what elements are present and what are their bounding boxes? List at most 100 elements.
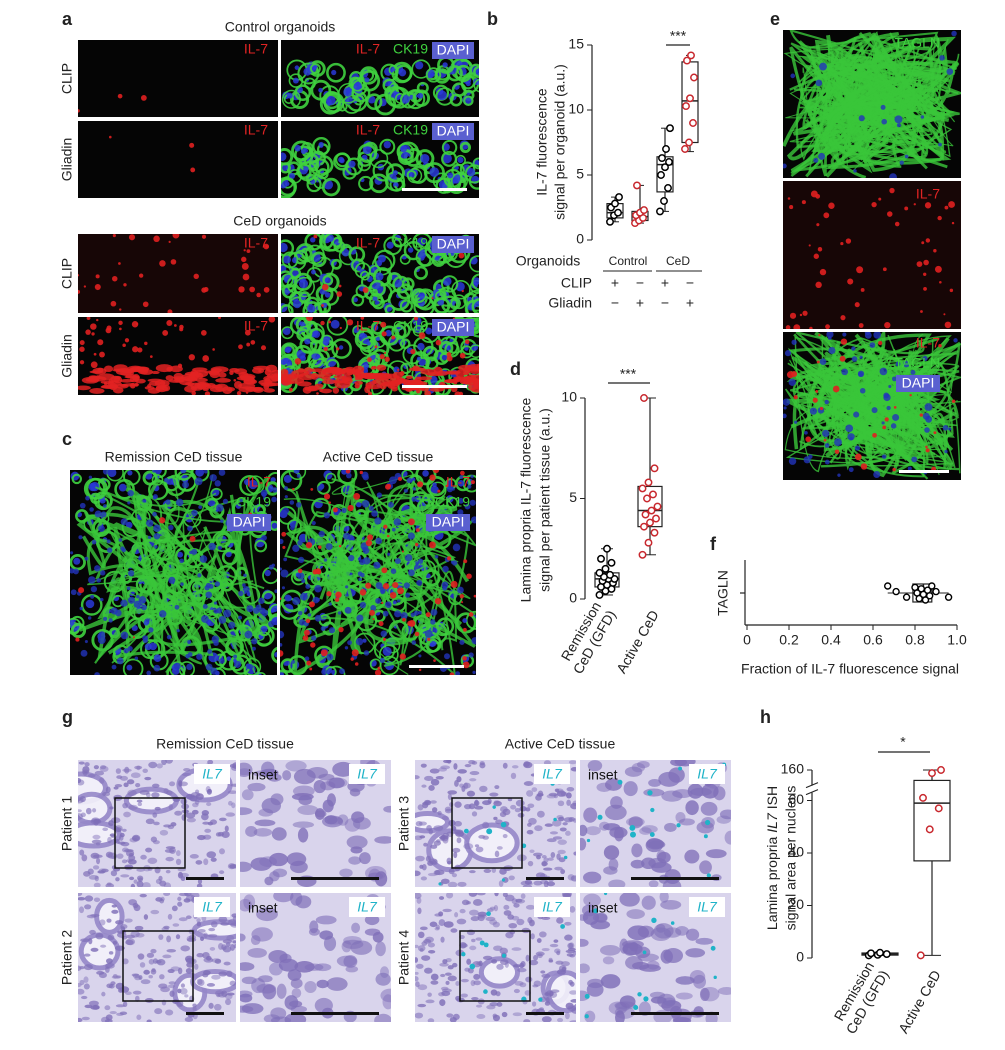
nucleus	[359, 852, 371, 865]
il7-spot	[335, 591, 342, 598]
nucleus	[469, 945, 477, 951]
nucleus	[99, 777, 105, 784]
nucleus	[271, 563, 275, 567]
il7-spot	[305, 618, 311, 624]
nucleus	[573, 851, 576, 856]
nucleus	[95, 932, 104, 940]
nucleus	[871, 407, 878, 414]
il7-band	[218, 372, 227, 378]
cell-nucleus	[425, 327, 433, 335]
label-il7: IL-7	[916, 335, 940, 351]
nucleus	[454, 912, 459, 918]
nucleus	[854, 445, 861, 451]
il7-spot	[170, 259, 177, 265]
il7-band	[360, 372, 378, 380]
nucleus	[97, 636, 106, 645]
nucleus	[322, 815, 344, 828]
nucleus	[493, 816, 498, 821]
nucleus	[111, 909, 119, 914]
cell-membrane	[256, 672, 266, 675]
nucleus	[184, 994, 189, 998]
nucleus	[147, 857, 158, 864]
nucleus	[942, 425, 949, 431]
nucleus	[543, 867, 553, 871]
nucleus	[165, 846, 176, 850]
cell-nucleus	[284, 181, 290, 187]
cell-nucleus	[341, 248, 350, 257]
il7-band	[297, 368, 305, 373]
fiber	[786, 46, 921, 161]
cell-membrane	[371, 296, 385, 310]
label-bg	[194, 764, 230, 784]
nucleus	[194, 963, 199, 970]
nucleus	[126, 586, 131, 591]
cell-nucleus	[311, 269, 316, 275]
cell-membrane	[288, 73, 304, 88]
nucleus	[106, 958, 113, 964]
nucleus	[245, 826, 258, 837]
nucleus	[254, 819, 276, 827]
panel-title: Active CeD tissue	[323, 449, 434, 465]
row-label: Patient 2	[59, 930, 75, 985]
nucleus	[87, 868, 94, 875]
cell-nucleus	[400, 145, 408, 153]
cell-membrane	[282, 344, 295, 357]
cell-nucleus	[326, 95, 336, 106]
nucleus	[431, 807, 438, 813]
il7-spot	[933, 431, 937, 435]
cell-nucleus	[378, 254, 386, 263]
nucleus	[261, 761, 275, 776]
nucleus	[134, 765, 143, 770]
nucleus	[403, 488, 408, 493]
label-ck19: CK19	[393, 235, 428, 251]
il7-spot	[944, 321, 952, 329]
nucleus	[127, 570, 135, 577]
nucleus	[453, 851, 458, 859]
nucleus	[276, 983, 287, 999]
nucleus	[222, 498, 229, 504]
nucleus	[201, 615, 209, 623]
nucleus	[510, 772, 517, 780]
il7-spot	[366, 357, 372, 363]
nucleus	[348, 856, 362, 865]
nucleus	[469, 778, 477, 782]
il7-spot	[424, 390, 432, 395]
nucleus	[813, 157, 819, 163]
il7-band	[332, 387, 340, 394]
nucleus	[864, 332, 872, 339]
nucleus	[471, 938, 476, 943]
il7-band	[265, 364, 278, 373]
cell-nucleus	[338, 345, 344, 350]
nucleus	[115, 838, 120, 844]
label-tagln: TAGLN	[894, 355, 940, 371]
nucleus	[446, 893, 454, 899]
x-tick-label: 0	[743, 632, 751, 648]
cell-nucleus	[282, 255, 291, 264]
nucleus	[520, 893, 526, 899]
il7-spot	[435, 339, 442, 346]
nucleus	[208, 542, 216, 551]
nucleus	[301, 579, 306, 584]
cell-nucleus	[353, 81, 362, 91]
nucleus	[251, 927, 273, 942]
nucleus	[482, 800, 492, 806]
nucleus	[194, 799, 200, 805]
il7-spot	[791, 371, 798, 377]
nucleus	[468, 652, 474, 658]
il7-band	[304, 385, 320, 392]
cell-membrane	[325, 472, 337, 484]
cell-nucleus	[304, 338, 311, 345]
nucleus	[110, 870, 118, 877]
nucleus	[637, 760, 650, 769]
il7-spot	[260, 345, 267, 351]
cell-nucleus	[144, 643, 152, 651]
nucleus	[570, 802, 576, 810]
il7-spot	[789, 312, 797, 319]
data-point	[640, 206, 648, 215]
nucleus	[191, 548, 198, 555]
nucleus	[347, 534, 354, 541]
il7-band	[165, 375, 174, 381]
nucleus	[140, 979, 151, 985]
data-point	[664, 184, 672, 192]
ish-signal	[642, 950, 647, 955]
